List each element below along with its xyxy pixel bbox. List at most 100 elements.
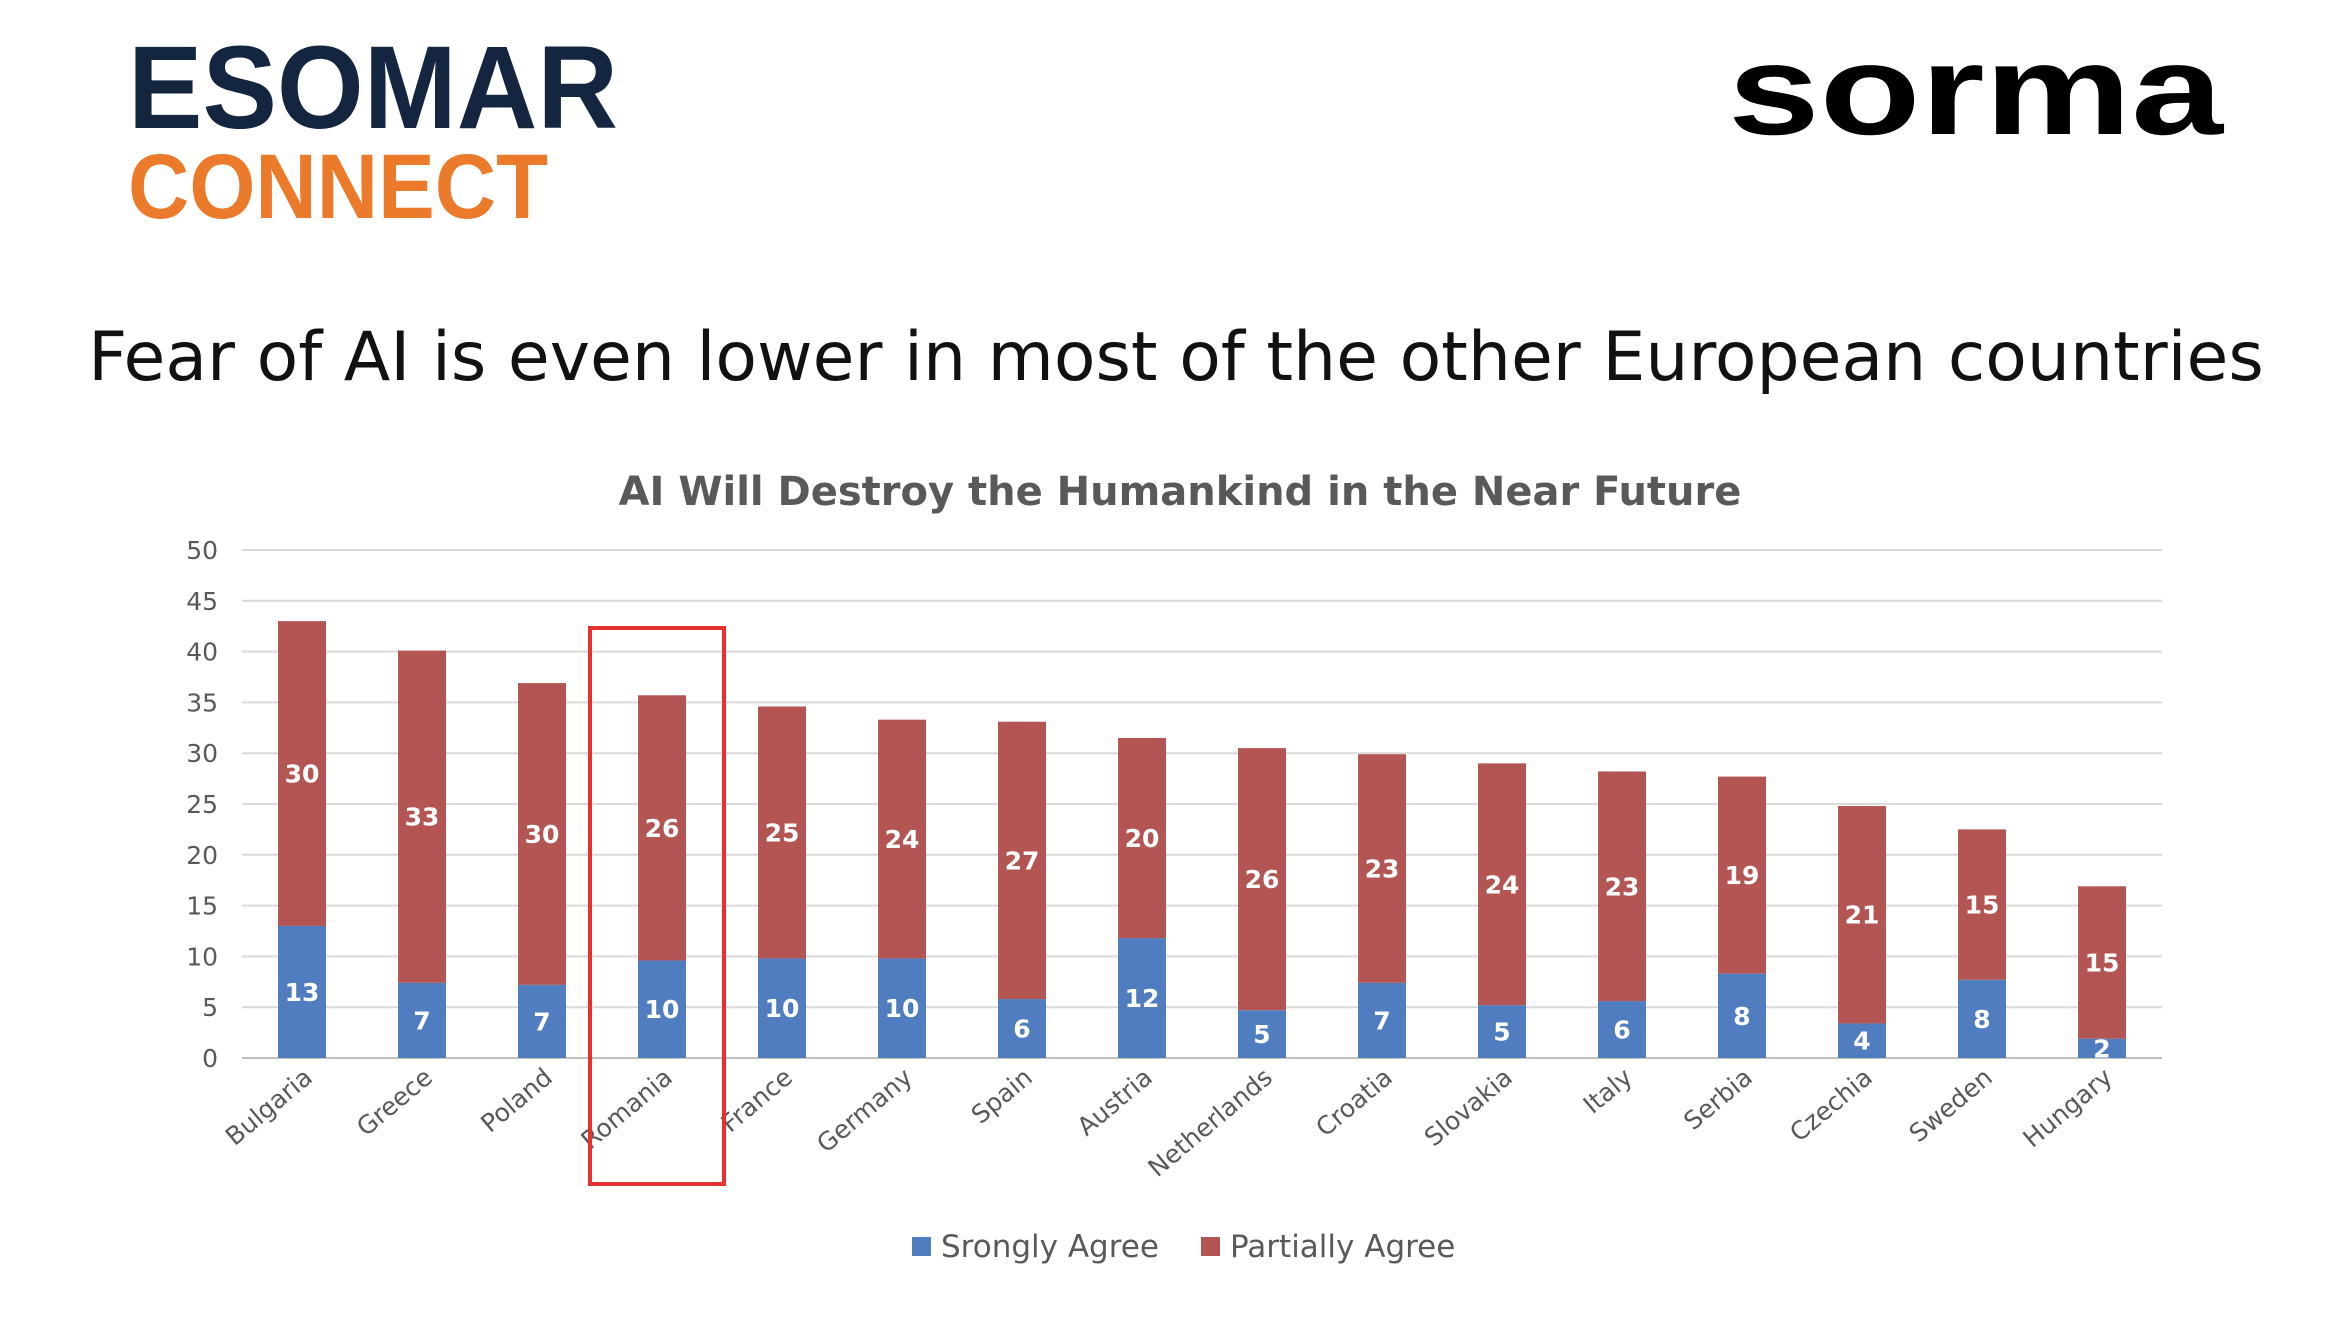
y-tick-label: 35 [186,688,218,717]
chart-title: AI Will Destroy the Humankind in the Nea… [619,469,1742,515]
data-label-partially-agree: 15 [2085,948,2120,977]
bar-strongly-agree [998,999,1046,1058]
data-label-strongly-agree: 10 [885,994,920,1023]
data-label-partially-agree: 21 [1845,901,1880,930]
esomar-logo-text: ESOMAR [128,36,618,154]
bar-partially-agree [398,650,446,983]
y-tick-label: 25 [186,790,218,819]
bar-strongly-agree [2078,1038,2126,1058]
data-label-partially-agree: 27 [1005,846,1040,875]
highlight-box [588,626,726,1186]
bar-strongly-agree [518,984,566,1058]
x-tick-label: Germany [811,1062,918,1158]
bar-strongly-agree [1358,982,1406,1058]
bar-strongly-agree [398,982,446,1058]
x-tick-label: Croatia [1310,1062,1397,1142]
bar-partially-agree [1958,829,2006,980]
bar-partially-agree [998,721,1046,1000]
data-label-strongly-agree: 4 [1853,1027,1870,1056]
data-label-strongly-agree: 10 [765,994,800,1023]
data-label-strongly-agree: 8 [1973,1005,1990,1034]
x-tick-label: Czechia [1784,1062,1878,1147]
data-label-partially-agree: 26 [1245,865,1280,894]
data-label-strongly-agree: 2 [2093,1034,2110,1063]
bar-strongly-agree [1718,973,1766,1058]
y-tick-label: 10 [186,942,218,971]
data-label-strongly-agree: 5 [1493,1018,1510,1047]
x-axis-ticks: Bulgaria Greece Poland Romania France Germany… [220,1062,2118,1182]
data-label-partially-agree: 25 [765,818,800,847]
bar-partially-agree [1358,754,1406,983]
bar-partially-agree [1118,737,1166,939]
data-label-strongly-agree: 7 [533,1007,550,1036]
y-tick-label: 40 [186,638,218,667]
bar-strongly-agree [758,958,806,1058]
x-tick-label: Sweden [1904,1062,1998,1148]
bar-strongly-agree [1478,1005,1526,1058]
bar-partially-agree [1478,763,1526,1006]
bar-partially-agree [1718,776,1766,974]
bar-partially-agree [518,683,566,985]
x-tick-label: Bulgaria [220,1062,318,1151]
data-label-strongly-agree: 8 [1733,1002,1750,1031]
x-tick-label: Serbia [1678,1062,1758,1135]
data-label-strongly-agree: 5 [1253,1020,1270,1049]
bar-strongly-agree [1238,1010,1286,1058]
bar-partially-agree [878,719,926,959]
stacked-bar-chart: AI Will Destroy the Humankind in the Nea… [186,469,2162,1265]
y-tick-label: 45 [186,587,218,616]
data-label-partially-agree: 24 [1485,870,1520,899]
y-tick-label: 30 [186,739,218,768]
data-label-strongly-agree: 12 [1125,984,1160,1013]
bar-strongly-agree [278,925,326,1058]
bar-strongly-agree [1118,938,1166,1058]
data-label-strongly-agree: 7 [1373,1006,1390,1035]
legend-label-partially-agree: Partially Agree [1230,1229,1455,1265]
bar-strongly-agree [878,958,926,1058]
legend-swatch-partially-agree [1201,1237,1220,1256]
chart-bars: 1330733730102610251024627122052672352462… [278,621,2126,1063]
y-tick-label: 15 [186,892,218,921]
data-label-partially-agree: 20 [1125,824,1160,853]
bar-strongly-agree [638,960,686,1058]
data-label-partially-agree: 15 [1965,891,2000,920]
data-label-partially-agree: 33 [405,803,440,832]
data-label-strongly-agree: 7 [413,1006,430,1035]
x-tick-label: Hungary [2017,1062,2118,1153]
bar-partially-agree [1838,806,1886,1024]
bar-partially-agree [638,695,686,961]
x-tick-label: Spain [966,1062,1038,1129]
legend-label-strongly-agree: Srongly Agree [941,1229,1159,1265]
sorma-logo: sorma [1728,34,2224,154]
sorma-logo-text: sorma [1728,34,2224,154]
bar-partially-agree [2078,886,2126,1039]
y-tick-label: 0 [202,1044,218,1073]
highlight-box-romania [588,626,726,1186]
x-tick-label: Greece [351,1062,438,1141]
x-tick-label: Netherlands [1142,1062,1277,1182]
bar-partially-agree [278,621,326,926]
x-tick-label: Slovakia [1419,1062,1518,1152]
x-tick-label: Austria [1072,1062,1158,1141]
data-label-strongly-agree: 13 [285,978,320,1007]
legend-swatch-strongly-agree [912,1237,931,1256]
data-label-strongly-agree: 6 [1013,1015,1030,1044]
data-label-partially-agree: 30 [525,820,560,849]
bar-partially-agree [758,706,806,959]
x-tick-label: France [716,1062,798,1138]
x-tick-label: Poland [475,1062,558,1138]
y-tick-label: 20 [186,841,218,870]
bar-strongly-agree [1958,979,2006,1058]
bar-partially-agree [1598,771,1646,1002]
data-label-partially-agree: 26 [645,814,680,843]
x-tick-label: Italy [1578,1062,1638,1119]
bar-partially-agree [1238,748,1286,1011]
data-label-partially-agree: 24 [885,825,920,854]
slide-title: Fear of AI is even lower in most of the … [88,318,2264,397]
bar-strongly-agree [1838,1023,1886,1058]
data-label-partially-agree: 23 [1605,872,1640,901]
chart-legend: Srongly Agree Partially Agree [912,1229,1455,1265]
connect-logo-text: CONNECT [128,136,548,236]
y-tick-label: 50 [186,536,218,565]
data-label-partially-agree: 23 [1365,855,1400,884]
